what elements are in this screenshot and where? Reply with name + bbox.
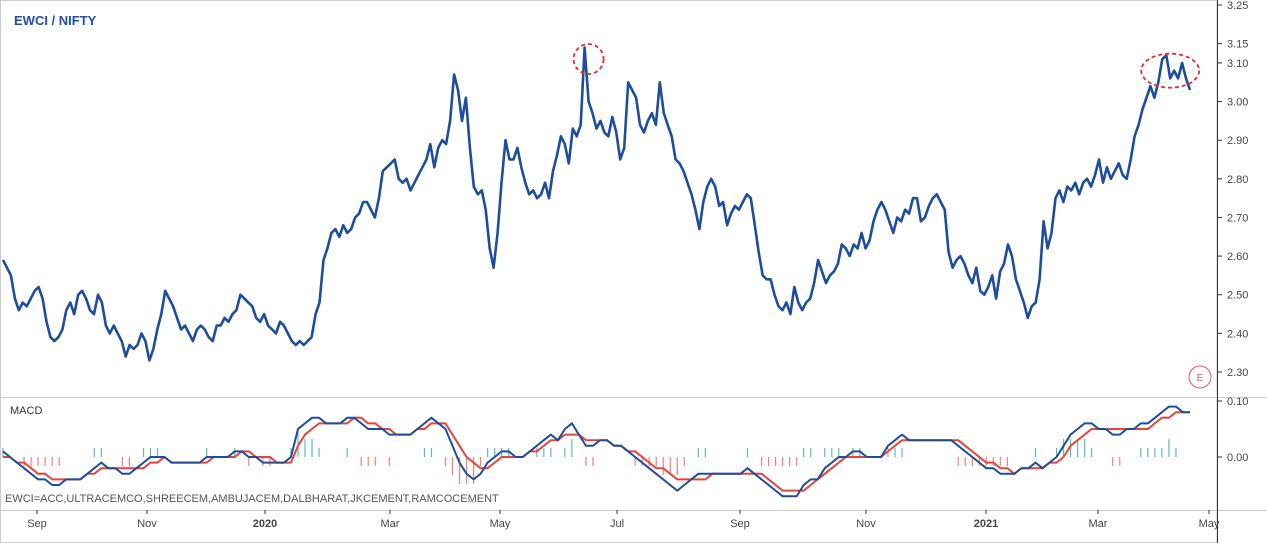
y-tick-label: 2.80: [1227, 174, 1248, 186]
x-tick-label: Sep: [27, 518, 47, 530]
events-badge[interactable]: [1188, 365, 1212, 389]
x-tick-label: May: [1199, 518, 1220, 530]
macd-title: MACD: [10, 405, 42, 417]
x-tick-label: Nov: [856, 518, 876, 530]
chart-border: [0, 0, 1218, 543]
x-tick-label: Mar: [1089, 518, 1108, 530]
highlight-ellipse: [572, 43, 605, 75]
macd-y-tick-label: 0.10: [1227, 396, 1248, 408]
x-tick-label: Nov: [137, 518, 157, 530]
events-badge-label: E: [1197, 373, 1204, 384]
macd-line[interactable]: [2, 405, 1190, 498]
ewci-nifty-line[interactable]: [1, 46, 1192, 362]
macd-signal-line[interactable]: [3, 411, 1190, 492]
y-tick-label: 3.15: [1227, 39, 1248, 51]
y-tick-label: 2.40: [1227, 328, 1248, 340]
y-tick-label: 3.00: [1227, 97, 1248, 109]
y-tick-label: 3.25: [1227, 0, 1248, 12]
x-tick-label: Mar: [381, 518, 400, 530]
y-tick-label: 3.10: [1227, 58, 1248, 70]
x-tick-label: May: [490, 518, 511, 530]
chart-title: EWCI / NIFTY: [14, 13, 97, 28]
y-tick-label: 2.70: [1227, 212, 1248, 224]
y-tick-label: 2.60: [1227, 251, 1248, 263]
x-tick-label: 2020: [253, 518, 277, 530]
x-tick-label: Jul: [610, 518, 624, 530]
x-tick-label: Sep: [730, 518, 750, 530]
ewci-footnote: EWCI=ACC,ULTRACEMCO,SHREECEM,AMBUJACEM,D…: [5, 493, 499, 505]
y-tick-label: 2.30: [1227, 367, 1248, 379]
y-tick-label: 2.90: [1227, 135, 1248, 147]
highlight-ellipse: [1140, 52, 1201, 89]
x-tick-label: 2021: [974, 518, 998, 530]
y-tick-label: 2.50: [1227, 290, 1248, 302]
macd-y-tick-label: 0.00: [1227, 452, 1248, 464]
